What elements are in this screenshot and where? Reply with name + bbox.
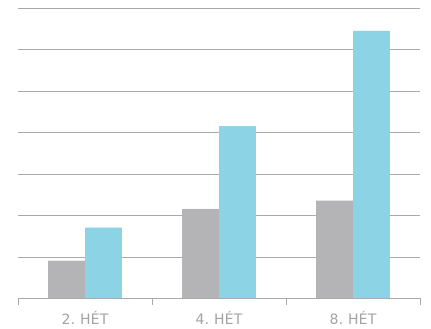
x-axis [18, 298, 421, 305]
bar [316, 200, 353, 298]
x-tick-label: 4. HÉT [196, 311, 243, 328]
bar [353, 30, 390, 299]
bar [48, 260, 85, 298]
x-tick-label: 8. HÉT [330, 311, 377, 328]
x-tick-labels: 2. HÉT 4. HÉT 8. HÉT [62, 311, 377, 328]
bar [85, 227, 122, 298]
x-tick-label: 2. HÉT [62, 311, 109, 328]
bars [48, 30, 390, 299]
bar [219, 126, 256, 298]
bar [182, 208, 219, 298]
